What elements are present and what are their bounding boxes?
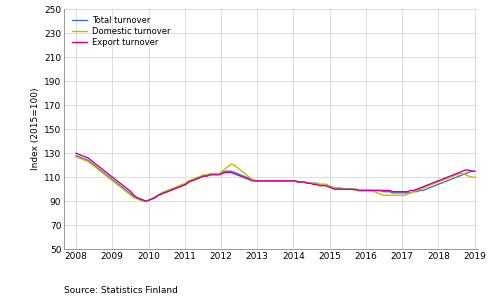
Legend: Total turnover, Domestic turnover, Export turnover: Total turnover, Domestic turnover, Expor…	[72, 16, 170, 47]
Domestic turnover	[399, 193, 405, 197]
Export turnover	[472, 169, 478, 173]
Domestic turnover	[198, 174, 204, 178]
Line: Domestic turnover: Domestic turnover	[76, 157, 475, 201]
Domestic turnover	[140, 199, 146, 203]
Total turnover	[472, 169, 478, 173]
Total turnover	[198, 175, 204, 179]
Total turnover	[210, 172, 216, 175]
Export turnover	[395, 190, 401, 193]
Total turnover	[143, 199, 149, 203]
Total turnover	[106, 175, 112, 179]
Export turnover	[198, 175, 204, 179]
Domestic turnover	[395, 193, 401, 197]
Domestic turnover	[472, 175, 478, 179]
Domestic turnover	[106, 177, 112, 180]
Export turnover	[143, 199, 149, 203]
Line: Export turnover: Export turnover	[76, 153, 475, 201]
Domestic turnover	[122, 188, 128, 192]
Total turnover	[395, 191, 401, 195]
Export turnover	[210, 173, 216, 177]
Y-axis label: Index (2015=100): Index (2015=100)	[31, 88, 40, 171]
Domestic turnover	[73, 155, 79, 159]
Total turnover	[122, 187, 128, 191]
Export turnover	[106, 173, 112, 177]
Total turnover	[399, 191, 405, 195]
Domestic turnover	[210, 172, 216, 175]
Total turnover	[73, 154, 79, 157]
Export turnover	[73, 151, 79, 155]
Export turnover	[399, 190, 405, 193]
Text: Source: Statistics Finland: Source: Statistics Finland	[64, 286, 178, 295]
Export turnover	[122, 185, 128, 189]
Line: Total turnover: Total turnover	[76, 156, 475, 201]
